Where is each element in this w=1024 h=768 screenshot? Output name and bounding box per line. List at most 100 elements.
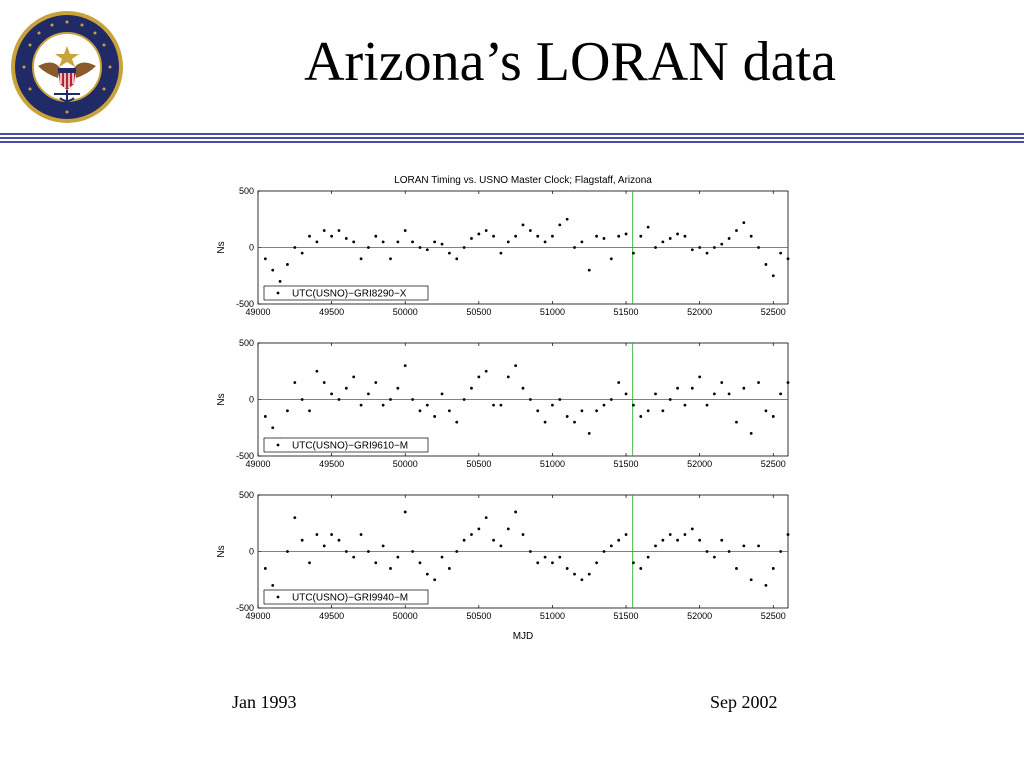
data-point [418, 246, 422, 249]
data-point [300, 251, 304, 255]
data-point [668, 533, 672, 536]
data-point [646, 555, 650, 559]
end-date-label: Sep 2002 [710, 692, 778, 712]
data-point [447, 409, 451, 413]
data-point [573, 572, 576, 576]
data-point [595, 234, 599, 238]
x-tick-label: 51500 [614, 307, 639, 317]
data-point [521, 386, 525, 390]
data-point [425, 403, 429, 407]
data-point [308, 234, 311, 238]
data-point [602, 403, 606, 407]
y-tick-label: -500 [236, 603, 254, 613]
data-point [381, 544, 385, 548]
data-point [595, 561, 599, 565]
data-point [293, 516, 297, 519]
data-point [558, 223, 562, 227]
data-point [565, 217, 569, 221]
data-point [433, 578, 437, 582]
data-point [580, 409, 584, 413]
data-point [757, 381, 760, 384]
rule-line-bottom [0, 141, 1024, 143]
y-axis-label: Ns [216, 545, 227, 557]
panel-gri8290: 49000 49500 50000 50500 51000 51500 52000 52500… [216, 186, 790, 317]
data-point [315, 533, 319, 536]
data-point [536, 409, 540, 413]
data-point [565, 567, 569, 570]
data-point [779, 392, 783, 396]
legend-label: UTC(USNO)−GRI9940−M [292, 593, 408, 604]
data-point [286, 409, 289, 413]
x-tick-label: 50000 [393, 307, 418, 317]
data-point [425, 572, 429, 576]
loran-timing-figure: LORAN Timing vs. USNO Master Clock; Flag… [216, 175, 790, 642]
data-point [698, 246, 702, 249]
data-point [381, 403, 385, 407]
data-point [396, 386, 400, 390]
panel-gri9610: 49000 49500 50000 50500 51000 51500 52000 52500… [216, 338, 790, 469]
data-point [786, 533, 790, 536]
chart-title: LORAN Timing vs. USNO Master Clock; Flag… [394, 175, 652, 186]
data-point [735, 420, 738, 424]
data-point [359, 257, 363, 261]
data-point [447, 567, 451, 570]
data-point [676, 386, 679, 390]
x-tick-label: 50500 [466, 611, 491, 621]
data-point [661, 409, 665, 413]
data-point [757, 246, 760, 249]
data-point [337, 398, 341, 401]
data-point [551, 234, 554, 238]
data-point [389, 257, 392, 261]
data-point [455, 257, 459, 261]
data-point [712, 555, 716, 559]
data-point [683, 533, 687, 536]
data-point [528, 229, 532, 232]
x-tick-label: 52000 [687, 307, 712, 317]
data-point [639, 567, 643, 570]
data-point [602, 237, 606, 240]
data-point [506, 375, 510, 379]
data-point [771, 415, 775, 418]
data-point [661, 240, 665, 244]
data-point [779, 251, 783, 255]
data-point [300, 538, 304, 542]
data-point [330, 234, 334, 238]
data-point [286, 263, 289, 266]
data-point [786, 381, 790, 384]
data-point [698, 538, 702, 542]
x-tick-label: 49500 [319, 611, 344, 621]
data-point [565, 415, 569, 418]
x-tick-label: 52000 [687, 611, 712, 621]
data-point [661, 538, 665, 542]
data-point [632, 251, 635, 255]
data-point [367, 550, 370, 553]
data-point [484, 369, 488, 373]
title-divider-rule [0, 133, 1024, 143]
data-point [632, 561, 635, 565]
data-point [514, 364, 518, 367]
legend-marker [276, 443, 280, 447]
data-point [551, 561, 554, 565]
data-point [278, 280, 282, 283]
data-point [543, 555, 547, 559]
y-tick-label: 500 [239, 490, 254, 500]
data-point [536, 561, 540, 565]
data-point [654, 246, 657, 249]
data-point [352, 240, 356, 244]
data-point [300, 398, 304, 401]
data-point [617, 234, 621, 238]
data-point [359, 403, 363, 407]
data-point [668, 398, 672, 401]
y-tick-label: 0 [249, 243, 254, 253]
data-point [609, 398, 613, 401]
data-point [764, 584, 768, 587]
data-point [425, 248, 429, 252]
data-point [617, 381, 621, 384]
navy-seal-icon [11, 11, 123, 123]
data-point [293, 381, 297, 384]
data-point [418, 409, 422, 413]
data-point [411, 398, 414, 401]
data-point [639, 234, 643, 238]
data-point [506, 240, 510, 244]
data-point [543, 240, 547, 244]
